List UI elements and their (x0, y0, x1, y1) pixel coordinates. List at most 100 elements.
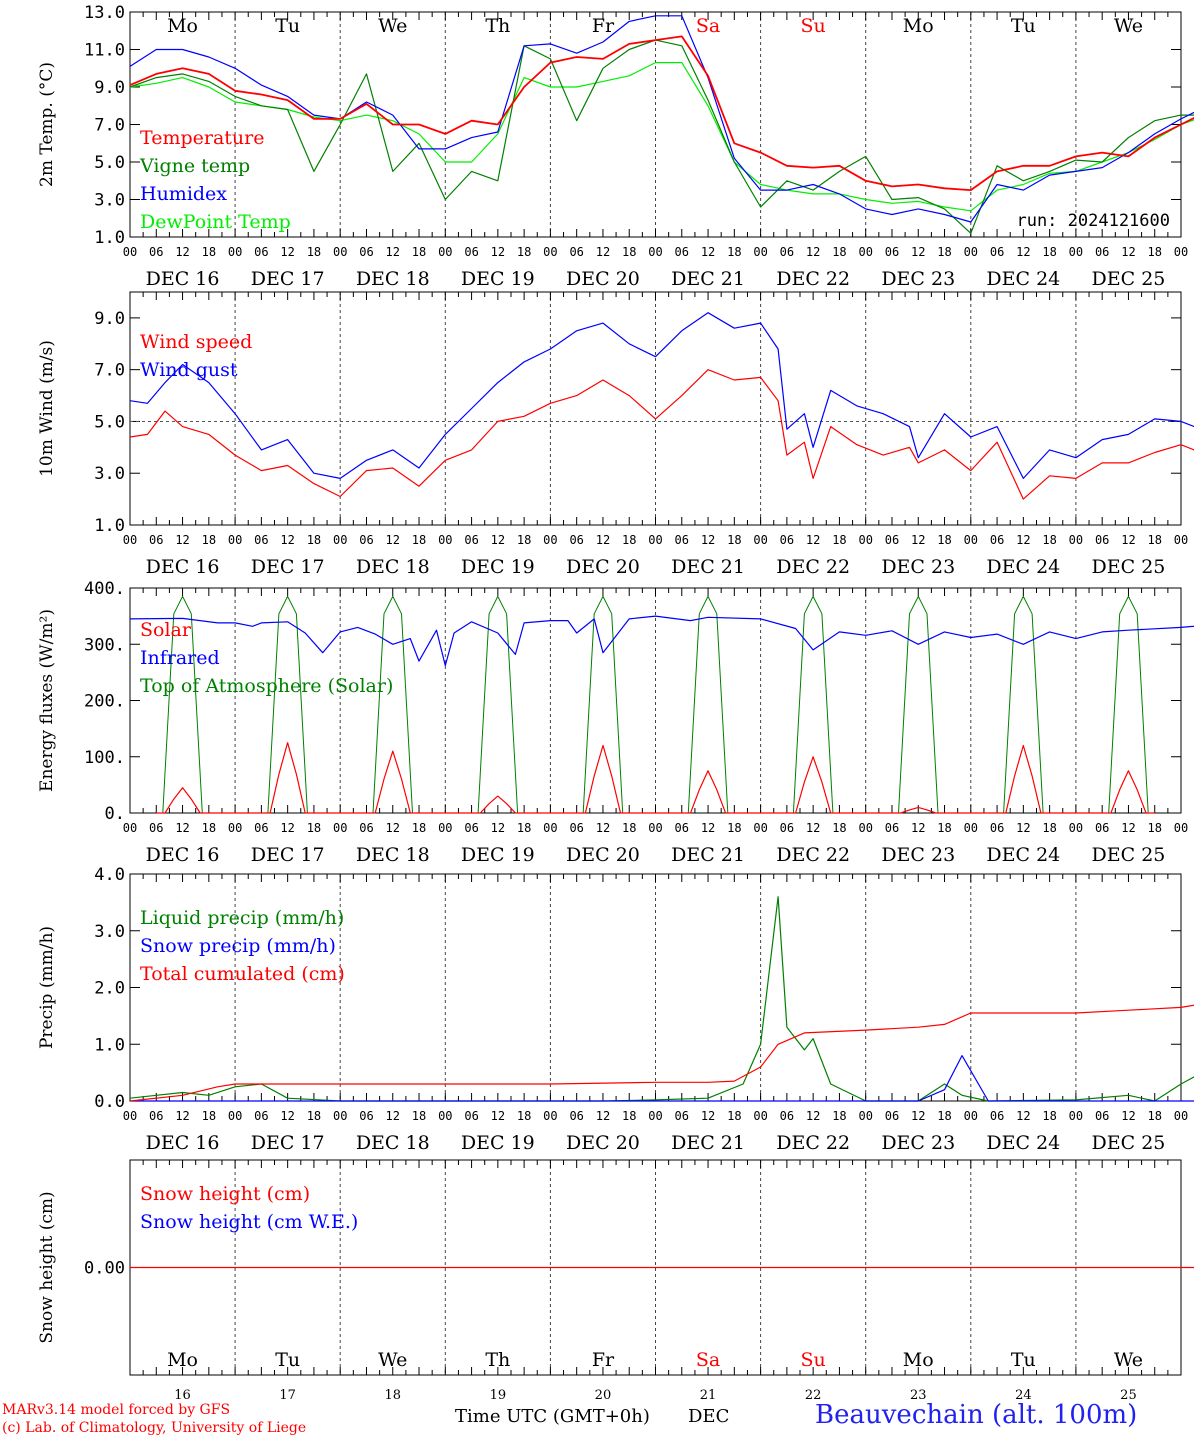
x-tick-label: 06 (149, 821, 163, 835)
date-label: DEC 19 (461, 1132, 535, 1154)
x-tick-label: 12 (596, 245, 610, 259)
date-label: DEC 16 (146, 1132, 220, 1154)
x-tick-label: 00 (964, 533, 978, 547)
legend-entry: Snow precip (mm/h) (140, 935, 336, 957)
x-tick-label: 00 (543, 821, 557, 835)
x-tick-label: 12 (1121, 821, 1135, 835)
x-tick-label: 12 (280, 1109, 294, 1123)
day-number-label: 17 (279, 1388, 296, 1403)
x-tick-label: 06 (149, 1109, 163, 1123)
date-label: DEC 18 (356, 556, 430, 578)
x-tick-label: 00 (333, 821, 347, 835)
series-infrared (129, 615, 1194, 667)
x-tick-label: 00 (228, 533, 242, 547)
x-tick-label: 00 (438, 533, 452, 547)
x-tick-label: 00 (648, 533, 662, 547)
x-tick-label: 12 (386, 1109, 400, 1123)
x-tick-label: 18 (937, 245, 951, 259)
legend-entry: Snow height (cm W.E.) (140, 1211, 358, 1233)
x-tick-label: 12 (701, 245, 715, 259)
x-tick-label: 12 (1016, 245, 1030, 259)
x-tick-label: 06 (1095, 1109, 1109, 1123)
x-tick-label: 18 (1042, 533, 1056, 547)
legend-entry: Humidex (140, 183, 227, 205)
panel-3: 00 06 12 18 DEC 16 00 06 12 18 DEC 17 00 06 12 18 DEC … (37, 579, 1194, 866)
location-label: Beauvechain (alt. 100m) (815, 1400, 1138, 1430)
y-tick-label: 3.0 (94, 922, 125, 942)
x-tick-label: 12 (280, 245, 294, 259)
x-tick-label: 18 (937, 821, 951, 835)
x-tick-label: 06 (675, 821, 689, 835)
x-tick-label: 12 (1121, 533, 1135, 547)
x-tick-label: 06 (464, 1109, 478, 1123)
date-label: DEC 23 (881, 268, 955, 290)
day-number-label: 21 (700, 1388, 717, 1403)
date-label: DEC 20 (566, 844, 640, 866)
x-tick-label: 12 (491, 1109, 505, 1123)
x-tick-label: 06 (359, 821, 373, 835)
panel-4: 00 06 12 18 DEC 16 00 06 12 18 DEC 17 00 06 12 18 DEC … (37, 865, 1194, 1154)
y-tick-label: 11.0 (84, 41, 125, 61)
weekday-label: Fr (592, 15, 615, 37)
y-tick-label: 0.0 (94, 1092, 125, 1112)
x-tick-label: 12 (1016, 821, 1030, 835)
series-total-cumulated-cm (129, 1004, 1194, 1102)
date-label: DEC 16 (146, 844, 220, 866)
panel-2: 00 06 12 18 DEC 16 00 06 12 18 DEC 17 00 06 12 18 DEC … (37, 291, 1194, 578)
x-tick-label: 18 (517, 533, 531, 547)
y-tick-label: 13.0 (84, 3, 125, 23)
day-number-label: 22 (805, 1388, 822, 1403)
x-tick-label: 12 (596, 1109, 610, 1123)
x-tick-label: 12 (911, 533, 925, 547)
x-tick-label: 12 (386, 245, 400, 259)
y-tick-label: 0.00 (84, 1259, 125, 1279)
x-tick-label: 18 (832, 245, 846, 259)
x-tick-label: 00 (964, 821, 978, 835)
x-tick-label: 00 (228, 821, 242, 835)
weekday-label: Fr (592, 1349, 615, 1371)
panel-1: 00 06 12 18 DEC 16 00 06 12 18 DEC 17 00 06 12 18 DEC … (37, 3, 1194, 290)
x-tick-label: 18 (832, 533, 846, 547)
date-label: DEC 17 (251, 1132, 325, 1154)
x-tick-label: 06 (359, 1109, 373, 1123)
weekday-label: Mo (167, 15, 198, 37)
x-tick-label: 18 (202, 821, 216, 835)
x-tick-label: 18 (307, 1109, 321, 1123)
x-tick-label: 12 (280, 821, 294, 835)
x-tick-label: 18 (517, 245, 531, 259)
x-tick-label: 18 (1042, 245, 1056, 259)
date-label: DEC 21 (671, 1132, 745, 1154)
y-tick-label: 3.0 (94, 464, 125, 484)
day-number-label: 24 (1015, 1388, 1032, 1403)
x-tick-label: 00 (438, 245, 452, 259)
x-tick-label: 00 (964, 245, 978, 259)
date-label: DEC 23 (881, 556, 955, 578)
x-tick-label: 06 (990, 1109, 1004, 1123)
x-tick-label: 06 (254, 245, 268, 259)
date-label: DEC 21 (671, 556, 745, 578)
x-tick-label: 18 (307, 821, 321, 835)
date-label: DEC 22 (776, 844, 850, 866)
x-tick-label: 12 (701, 1109, 715, 1123)
x-tick-label: 12 (175, 821, 189, 835)
x-tick-label: 12 (1121, 245, 1135, 259)
y-tick-label: 5.0 (94, 412, 125, 432)
x-tick-label: 00 (228, 245, 242, 259)
x-tick-label: 00 (123, 245, 137, 259)
date-label: DEC 16 (146, 556, 220, 578)
x-tick-label: 00 (123, 821, 137, 835)
y-tick-label: 3.0 (94, 191, 125, 211)
legend-entry: Snow height (cm) (140, 1183, 310, 1205)
x-tick-label: 06 (149, 245, 163, 259)
x-tick-label: 00 (333, 245, 347, 259)
series-dewpoint-temp (129, 62, 1194, 212)
x-tick-label: 18 (622, 533, 636, 547)
x-tick-label: 00 (858, 821, 872, 835)
x-axis-month: DEC (688, 1406, 730, 1427)
x-tick-label: 00 (858, 533, 872, 547)
x-tick-label: 12 (1016, 533, 1030, 547)
day-number-label: 25 (1120, 1388, 1137, 1403)
date-label: DEC 23 (881, 1132, 955, 1154)
x-tick-label: 18 (1147, 245, 1161, 259)
